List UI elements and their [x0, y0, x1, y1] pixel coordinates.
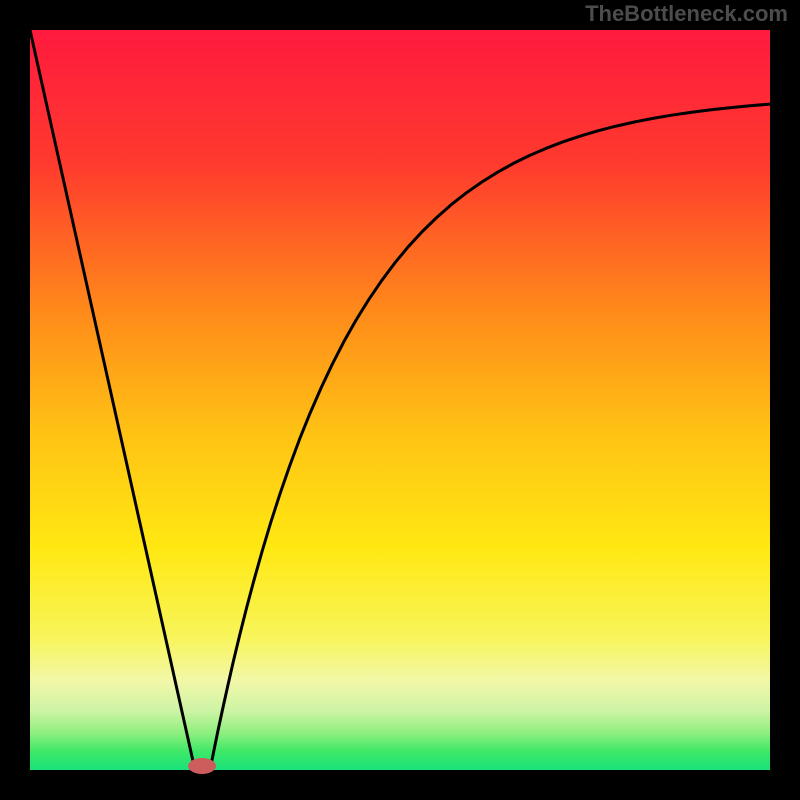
plot-area-gradient: [30, 30, 770, 770]
bottleneck-chart: [0, 0, 800, 800]
valley-marker: [188, 758, 216, 774]
attribution-text: TheBottleneck.com: [585, 0, 788, 28]
